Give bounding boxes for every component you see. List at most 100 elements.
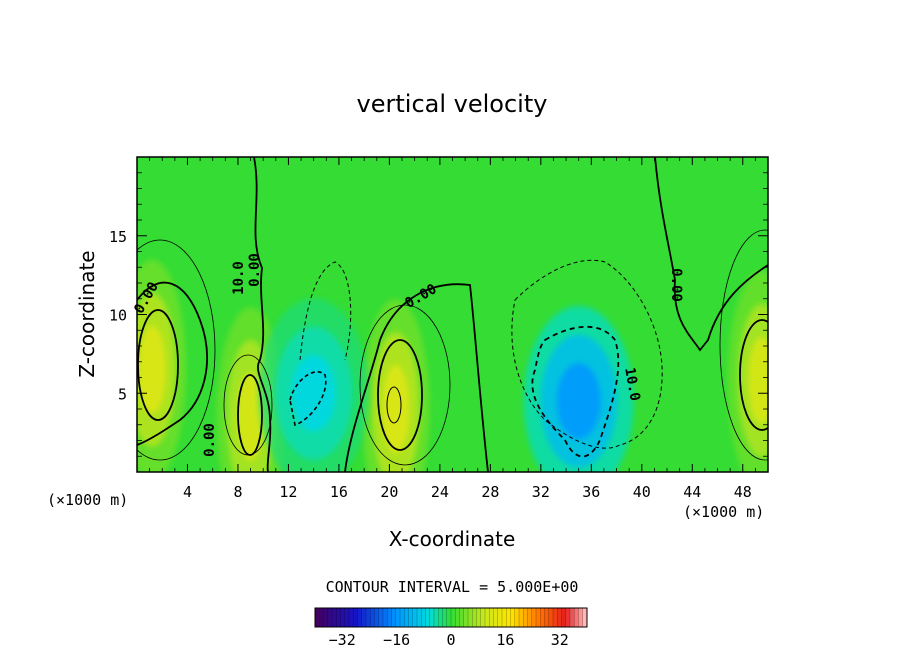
colorbar-tick-label-32: 32 [551, 631, 569, 649]
colorbar-cell [493, 608, 499, 627]
x-axis-label: X-coordinate [389, 527, 516, 551]
x-tick-label-4: 4 [183, 483, 192, 501]
field-updraft-2-layer-2 [382, 365, 410, 453]
contour-label-1: 0.00 [668, 268, 684, 302]
x-tick-label-44: 44 [683, 483, 701, 501]
colorbar-tick-label-0: 0 [446, 631, 455, 649]
colorbar-cell [315, 608, 320, 627]
colorbar-tick-label--16: −16 [383, 631, 410, 649]
colorbar-cell [510, 608, 516, 627]
field-downdraft-4-layer-2 [291, 355, 336, 432]
contour-lines [137, 157, 768, 472]
contour-neg-10 [531, 325, 620, 458]
y-tick-label-5: 5 [118, 385, 127, 403]
colorbar-cell [404, 608, 409, 627]
colorbar-cell [378, 608, 384, 627]
contour-label-0: 0.00 [247, 253, 263, 287]
colorbar-cell [570, 608, 575, 627]
colorbar-cell [497, 608, 503, 627]
colorbar-cell [506, 608, 511, 627]
colorbar-cell [349, 608, 354, 627]
colorbar-cell [395, 608, 401, 627]
colorbar-cell [417, 608, 422, 627]
colorbar-cell [561, 608, 567, 627]
colorbar-frame [314, 607, 588, 628]
colorbar-cell [344, 608, 350, 627]
colorbar-cell [425, 608, 431, 627]
contour-label-6: 10.0 [231, 261, 247, 295]
contour-zero-1 [253, 157, 272, 472]
colorbar-cell [336, 608, 341, 627]
y-tick-label-15: 15 [109, 228, 127, 246]
colorbar-cell [434, 608, 439, 627]
contour-neg-tall [299, 261, 352, 361]
colorbar-cell [429, 608, 435, 627]
contour-label-5: 10.0 [621, 366, 643, 402]
colorbar-cell [438, 608, 443, 627]
colorbar-cell [574, 608, 579, 627]
colorbar-cell [548, 608, 554, 627]
contour-up-1 [137, 309, 179, 421]
contour-zero-2 [654, 157, 768, 352]
x-tick-label-8: 8 [233, 483, 242, 501]
colorbar-cell [502, 608, 507, 627]
colorbar-cell [391, 608, 397, 627]
colorbar-cell [421, 608, 426, 627]
colorbar: −32 −16 0 16 32 [314, 607, 588, 649]
x-tick-label-16: 16 [330, 483, 348, 501]
colorbar-cell [578, 608, 584, 627]
colorbar-cell [412, 608, 418, 627]
colorbar-cell [553, 608, 558, 627]
chart-title: vertical velocity [357, 90, 548, 118]
colorbar-cell [514, 608, 520, 627]
x-tick-label-40: 40 [633, 483, 651, 501]
contour-up-3 [377, 339, 423, 451]
colorbar-cell [374, 608, 380, 627]
field-updraft-3-layer-2 [748, 336, 768, 425]
contour-neg-small [289, 371, 327, 427]
field-downdraft-5-layer-2 [556, 363, 601, 440]
colorbar-cell [455, 608, 460, 627]
contour-up-3-outer [359, 304, 451, 466]
x-unit-right: (×1000 m) [683, 503, 764, 521]
contour-zero-3 [344, 283, 489, 472]
contour-up-2-outer [223, 354, 273, 456]
colorbar-cell [442, 608, 448, 627]
colorbar-cell [446, 608, 452, 627]
colorbar-cell [468, 608, 473, 627]
colorbar-cell [531, 608, 537, 627]
field-updraft-0-layer-2 [138, 325, 166, 414]
colorbar-cell [476, 608, 482, 627]
colorbar-cell [519, 608, 524, 627]
colorbar-cell [459, 608, 465, 627]
colorbar-cell [340, 608, 346, 627]
contour-interval: CONTOUR INTERVAL = 5.000E+00 [326, 578, 579, 596]
colorbar-cell [361, 608, 367, 627]
colorbar-cell [480, 608, 486, 627]
colorbar-cell [527, 608, 533, 627]
x-tick-label-12: 12 [279, 483, 297, 501]
contour-label-4: 0.00 [202, 423, 218, 457]
contour-up-3-inner [386, 386, 402, 424]
y-axis-label: Z-coordinate [75, 250, 99, 377]
colorbar-cell [451, 608, 456, 627]
colorbar-cell [408, 608, 414, 627]
colorbar-tick-label--32: −32 [329, 631, 356, 649]
colorbar-cell [400, 608, 405, 627]
contour-up-4 [739, 319, 768, 431]
colorbar-cell [523, 608, 528, 627]
x-tick-label-20: 20 [380, 483, 398, 501]
colorbar-cell [353, 608, 358, 627]
colorbar-cell [472, 608, 477, 627]
colorbar-cell [383, 608, 388, 627]
colorbar-cell [485, 608, 490, 627]
colorbar-cell [370, 608, 375, 627]
colorbar-cell [366, 608, 371, 627]
x-tick-label-36: 36 [582, 483, 600, 501]
y-axis: 5 10 15 [109, 172, 768, 457]
colorbar-cell [319, 608, 324, 627]
colorbar-cell [332, 608, 337, 627]
colorbar-cell [582, 608, 588, 627]
